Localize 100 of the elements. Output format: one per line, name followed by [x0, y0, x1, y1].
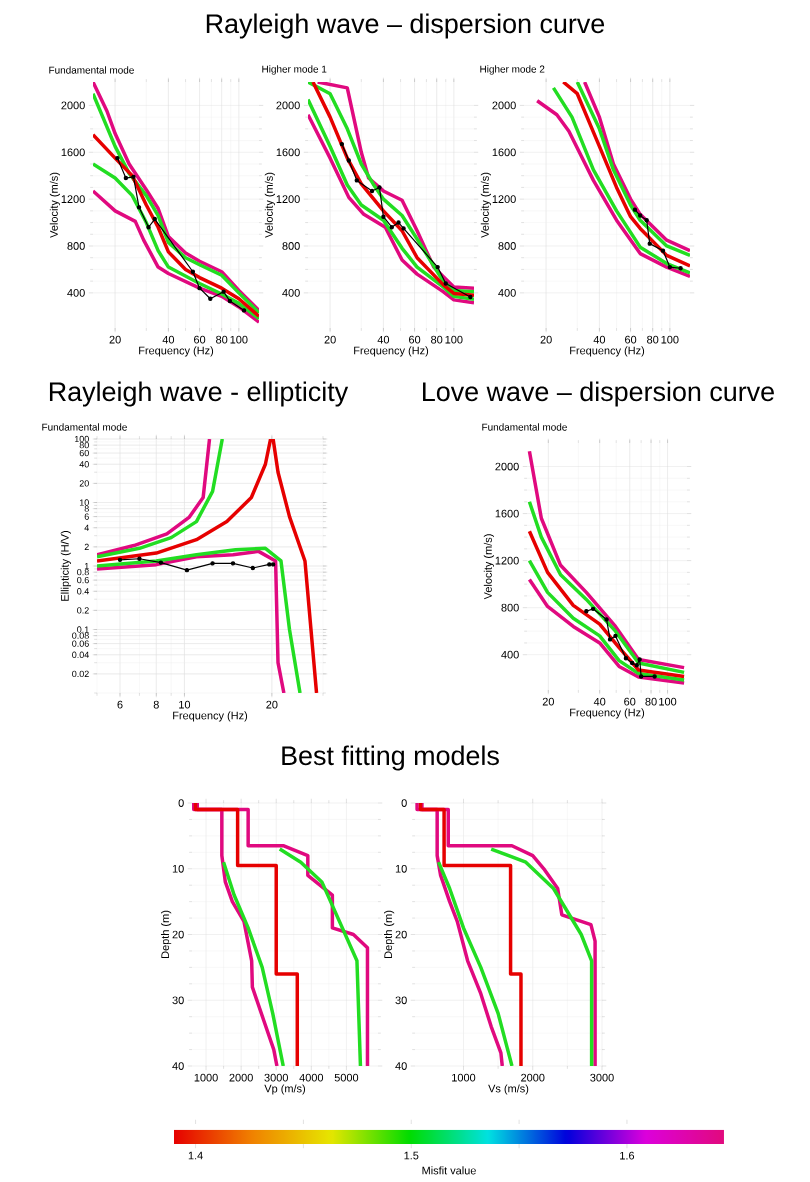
- y-tick-label: 30: [395, 996, 407, 1005]
- x-tick-label: 80: [431, 335, 443, 344]
- x-tick-label: 80: [645, 697, 657, 706]
- y-tick-label: 2000: [61, 101, 85, 110]
- y-axis-title: Velocity (m/s): [483, 534, 495, 600]
- y-tick-label: 10: [395, 864, 407, 873]
- chart-subtitle: Fundamental mode: [42, 423, 127, 431]
- y-tick-label: 0.04: [72, 651, 89, 658]
- y-tick-label: 100: [74, 435, 89, 443]
- x-tick-label: 20: [324, 335, 336, 344]
- y-tick-label: 1600: [61, 148, 85, 157]
- y-tick-label: 2000: [495, 462, 519, 471]
- y-tick-label: 80: [79, 441, 89, 449]
- x-tick-label: 2000: [521, 1073, 545, 1082]
- x-axis-title: Vs (m/s): [488, 1084, 529, 1095]
- x-axis-title: Frequency (Hz): [354, 346, 429, 357]
- x-tick-label: 10: [179, 700, 191, 709]
- color-bar-label: 1.5: [404, 1151, 419, 1160]
- x-tick-label: 60: [624, 697, 636, 706]
- y-tick-label: 20: [79, 480, 89, 487]
- y-tick-label: 400: [67, 288, 85, 297]
- y-tick-label: 1600: [495, 509, 519, 518]
- y-tick-label: 800: [282, 242, 300, 250]
- y-tick-label: 20: [172, 930, 184, 939]
- y-tick-label: 2000: [492, 101, 516, 110]
- y-axis-title: Depth (m): [160, 910, 172, 958]
- chart-title: Rayleigh wave - ellipticity: [49, 381, 349, 407]
- x-tick-label: 40: [593, 335, 606, 344]
- chart-title: Best fitting models: [282, 745, 499, 771]
- x-tick-label: 4000: [299, 1073, 324, 1082]
- y-tick-label: 1200: [276, 195, 300, 204]
- y-tick-label: 800: [67, 242, 85, 250]
- y-tick-label: 40: [395, 1062, 407, 1070]
- y-axis-title: Ellipticity (H/V): [60, 531, 71, 601]
- x-tick-label: 40: [593, 697, 606, 706]
- x-axis-title: Frequency (Hz): [139, 346, 214, 357]
- x-tick-label: 8: [153, 700, 159, 709]
- x-tick-label: 60: [625, 335, 637, 344]
- y-tick-label: 2000: [276, 101, 300, 110]
- y-tick-label: 0.2: [77, 607, 89, 614]
- y-tick-label: 1600: [492, 148, 516, 157]
- x-tick-label: 2000: [229, 1073, 253, 1082]
- y-tick-label: 6: [84, 513, 89, 520]
- x-tick-label: 40: [377, 335, 390, 344]
- y-tick-label: 0.4: [77, 588, 89, 595]
- x-axis-title: Frequency (Hz): [570, 346, 645, 357]
- color-bar-title: Misfit value: [422, 1166, 476, 1175]
- chart-subtitle: Higher mode 1: [262, 65, 327, 75]
- line-series: [489, 847, 594, 1066]
- y-tick-label: 0: [178, 799, 184, 807]
- y-tick-label: 2: [84, 543, 89, 551]
- x-tick-label: 100: [661, 335, 679, 344]
- text: Rayleigh wave – dispersion curve: [206, 13, 605, 39]
- y-tick-label: 10: [79, 499, 89, 506]
- x-tick-label: 3000: [590, 1073, 614, 1082]
- x-tick-label: 20: [266, 700, 278, 709]
- line-series: [436, 860, 514, 1066]
- x-tick-label: 100: [659, 697, 677, 706]
- y-tick-label: 0: [401, 799, 407, 807]
- x-axis-title: Vp (m/s): [264, 1084, 306, 1095]
- y-tick-label: 10: [172, 864, 184, 873]
- y-tick-label: 800: [501, 603, 519, 612]
- y-tick-label: 1200: [61, 195, 85, 204]
- y-tick-label: 40: [172, 1062, 184, 1070]
- y-tick-label: 800: [498, 242, 516, 250]
- x-tick-label: 6: [117, 700, 123, 709]
- y-axis-title: Depth (m): [383, 910, 395, 958]
- x-tick-label: 40: [162, 335, 175, 344]
- y-tick-label: 4: [84, 524, 89, 531]
- y-tick-label: 20: [395, 930, 407, 939]
- y-tick-label: 1: [84, 562, 89, 570]
- color-bar-label: 1.6: [620, 1151, 635, 1160]
- x-tick-label: 3000: [264, 1073, 288, 1082]
- x-tick-label: 80: [647, 335, 659, 344]
- y-tick-label: 0.06: [72, 640, 89, 647]
- y-tick-label: 1200: [492, 195, 516, 204]
- chart-subtitle: Fundamental mode: [482, 423, 567, 431]
- y-tick-label: 0.08: [72, 632, 89, 639]
- x-tick-label: 100: [230, 335, 248, 344]
- chart-subtitle: Higher mode 2: [480, 65, 545, 75]
- x-tick-label: 1000: [194, 1073, 218, 1082]
- color-bar-label: 1.4: [188, 1151, 203, 1160]
- y-tick-label: 400: [282, 288, 300, 297]
- y-tick-label: 0.1: [77, 626, 89, 633]
- y-tick-label: 0.02: [72, 670, 89, 678]
- x-tick-label: 60: [194, 335, 206, 344]
- y-tick-label: 400: [501, 650, 519, 659]
- y-tick-label: 1600: [276, 148, 300, 157]
- y-tick-label: 1200: [495, 556, 519, 565]
- y-tick-label: 40: [79, 461, 89, 468]
- y-axis-title: Velocity (m/s): [49, 172, 60, 238]
- y-axis-title: Velocity (m/s): [480, 172, 492, 238]
- x-tick-label: 1000: [452, 1073, 476, 1082]
- y-axis-title: Velocity (m/s): [264, 172, 276, 238]
- y-tick-label: 8: [84, 505, 89, 512]
- x-tick-label: 20: [540, 335, 552, 344]
- y-tick-label: 0.8: [77, 568, 89, 576]
- x-axis-title: Frequency (Hz): [173, 711, 248, 722]
- x-tick-label: 100: [445, 335, 463, 344]
- chart-title: Love wave – dispersion curve: [423, 381, 774, 407]
